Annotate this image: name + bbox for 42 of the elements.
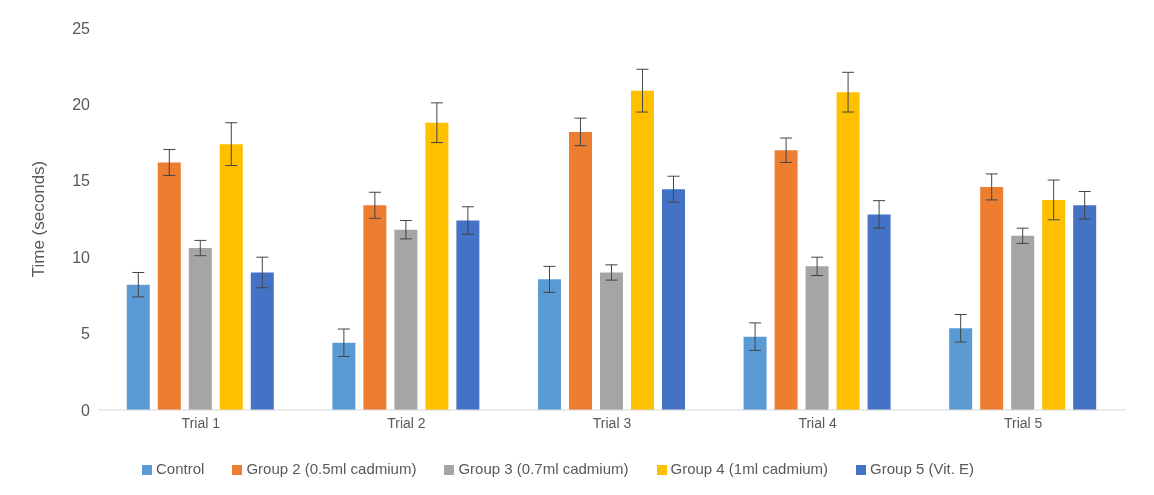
x-tick-label: Trial 2: [387, 414, 426, 431]
legend-label: Group 2 (0.5ml cadmium): [246, 460, 417, 477]
legend-label: Group 3 (0.7ml cadmium): [458, 460, 629, 477]
bar: [250, 272, 274, 410]
bar: [980, 186, 1004, 410]
y-tick-label: 25: [72, 19, 91, 37]
bar: [332, 342, 356, 410]
y-tick-label: 5: [81, 325, 91, 343]
bar: [1011, 235, 1035, 410]
bar: [949, 328, 973, 410]
bar: [805, 266, 829, 410]
y-tick-label: 15: [72, 172, 91, 190]
bar: [188, 248, 212, 410]
y-axis-title: Time (seconds): [29, 160, 49, 278]
bar: [1042, 199, 1066, 410]
bar: [568, 131, 592, 410]
legend-label: Control: [156, 460, 205, 477]
bar: [836, 92, 860, 410]
bar: [743, 336, 767, 410]
y-tick-label: 0: [81, 401, 91, 419]
x-tick-label: Trial 3: [592, 414, 632, 431]
bar: [219, 144, 243, 410]
bar: [394, 229, 418, 410]
legend-label: Group 5 (Vit. E): [870, 460, 974, 477]
legend-label: Group 4 (1ml cadmium): [670, 460, 829, 477]
bar: [425, 122, 449, 410]
x-tick-label: Trial 4: [798, 414, 837, 431]
bar: [456, 220, 480, 410]
bar: [774, 150, 798, 410]
bar: [661, 189, 685, 410]
bar: [363, 205, 387, 410]
bar: [599, 272, 623, 410]
y-tick-label: 20: [72, 96, 91, 114]
bar: [537, 279, 561, 410]
x-tick-label: Trial 1: [181, 414, 221, 431]
y-tick-label: 10: [72, 248, 91, 266]
bar: [1073, 205, 1097, 410]
bar: [630, 90, 654, 410]
x-tick-label: Trial 5: [1004, 414, 1043, 431]
bar: [126, 284, 150, 410]
bar: [867, 214, 891, 410]
bar: [157, 162, 181, 410]
